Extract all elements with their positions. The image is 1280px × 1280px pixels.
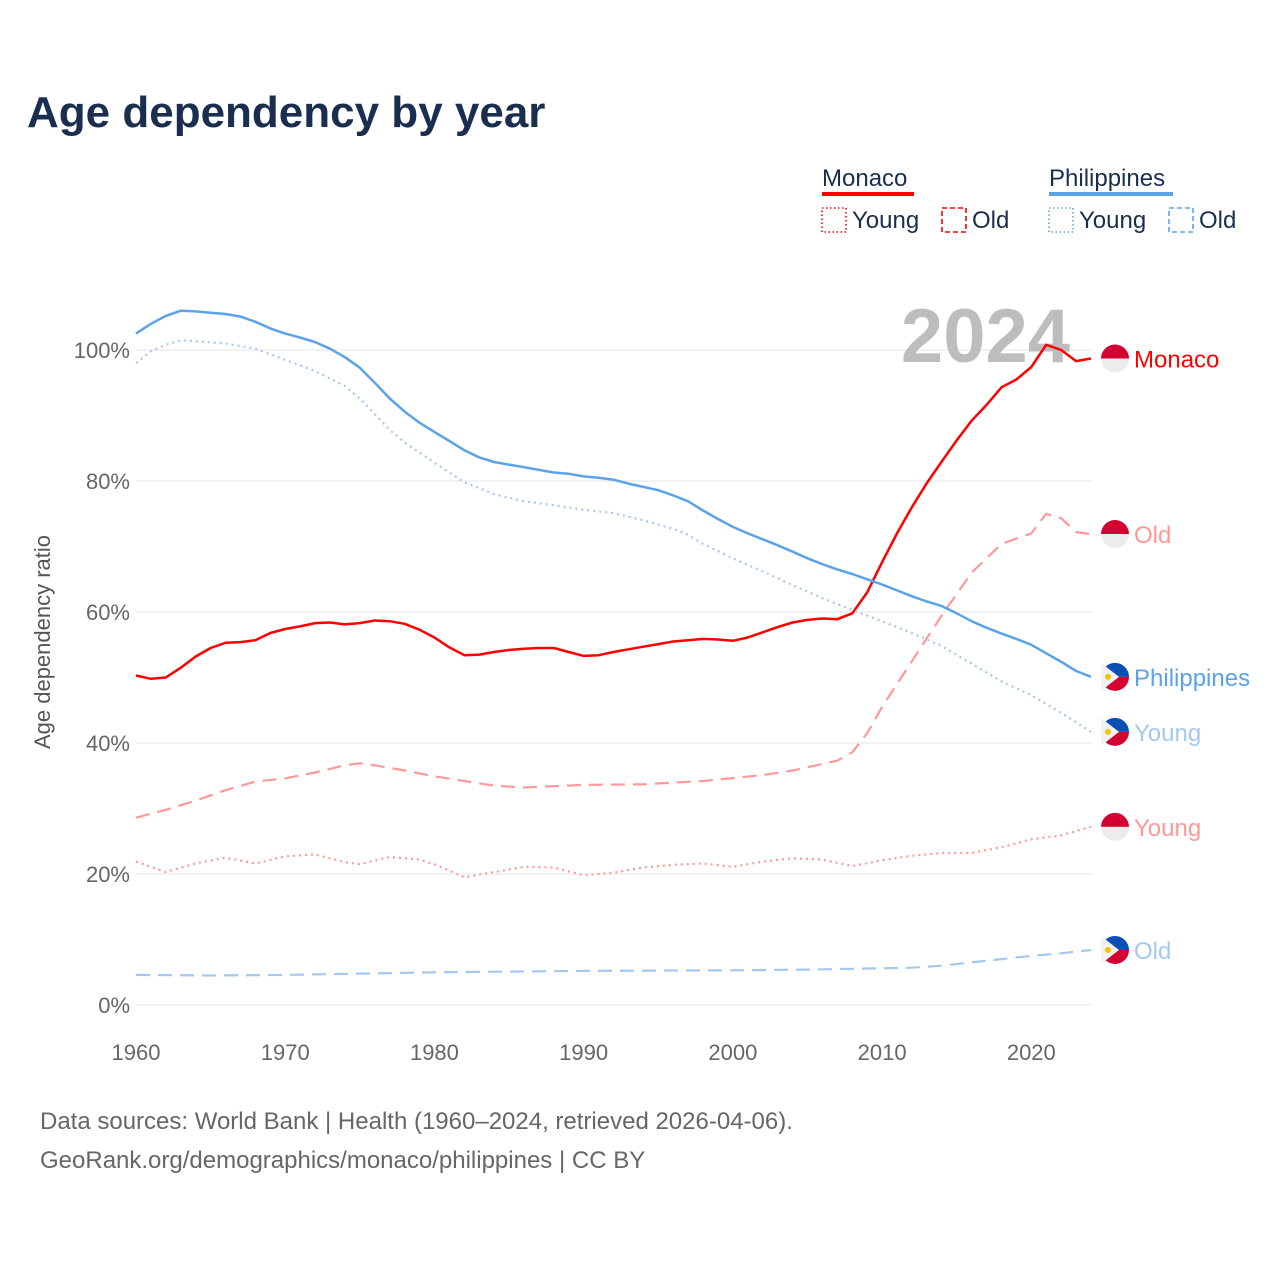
y-tick-label: 20%	[86, 862, 130, 887]
end-label: Young	[1134, 720, 1201, 747]
y-tick-label: 80%	[86, 469, 130, 494]
year-watermark: 2024	[901, 294, 1070, 379]
legend-swatch-dashed	[941, 207, 967, 233]
y-tick-label: 100%	[74, 338, 130, 363]
x-tick-label: 1990	[559, 1040, 608, 1065]
philippines-flag-icon	[1101, 662, 1129, 691]
end-label: Monaco	[1134, 347, 1219, 374]
legend-underline	[1049, 192, 1173, 196]
monaco-flag-icon	[1101, 344, 1129, 373]
end-label: Old	[1134, 938, 1171, 965]
x-tick-label: 1960	[112, 1040, 161, 1065]
series-line-monaco	[135, 343, 1092, 681]
legend-swatch-dotted	[821, 207, 847, 233]
philippines-flag-icon	[1101, 717, 1129, 746]
y-tick-label: 60%	[86, 600, 130, 625]
monaco-flag-icon	[1101, 812, 1129, 841]
legend-item: Young	[852, 207, 919, 234]
footer-sources: Data sources: World Bank | Health (1960–…	[40, 1108, 793, 1135]
x-tick-label: 1970	[261, 1040, 310, 1065]
x-tick-label: 1980	[410, 1040, 459, 1065]
philippines-flag-icon	[1101, 935, 1129, 964]
legend-item: Young	[1079, 207, 1146, 234]
chart-title: Age dependency by year	[27, 88, 546, 137]
legend-item: Old	[1199, 207, 1236, 234]
x-tick-label: 2010	[858, 1040, 907, 1065]
legend-swatch-dotted	[1048, 207, 1074, 233]
series-line-philippines-young	[135, 339, 1092, 733]
legend-title: Monaco	[822, 165, 907, 192]
legend-item: Old	[972, 207, 1009, 234]
y-axis-label: Age dependency ratio	[30, 535, 55, 749]
monaco-flag-icon	[1101, 520, 1129, 549]
x-tick-label: 2000	[708, 1040, 757, 1065]
y-tick-label: 0%	[98, 993, 130, 1018]
series-line-philippines-old	[135, 948, 1092, 977]
legend-title: Philippines	[1049, 165, 1165, 192]
series-line-monaco-young	[135, 825, 1092, 879]
legend-swatch-dashed	[1168, 207, 1194, 233]
series-line-philippines	[135, 309, 1092, 678]
legend-underline	[822, 192, 914, 196]
y-tick-label: 40%	[86, 731, 130, 756]
end-label: Young	[1134, 815, 1201, 842]
end-label: Old	[1134, 522, 1171, 549]
x-tick-label: 2020	[1007, 1040, 1056, 1065]
footer-attribution: GeoRank.org/demographics/monaco/philippi…	[40, 1147, 646, 1174]
end-label: Philippines	[1134, 665, 1250, 692]
series-line-monaco-old	[135, 512, 1092, 819]
